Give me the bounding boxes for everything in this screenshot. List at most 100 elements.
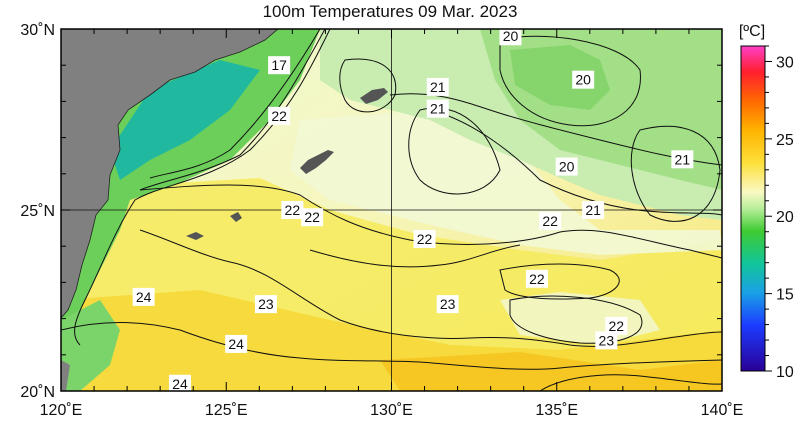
contour-label-box: [436, 295, 459, 314]
contour-label-box: [605, 316, 628, 335]
colorbar-tick-label: 15: [776, 287, 794, 304]
contour-label: 23: [436, 295, 459, 314]
okinawa-island: [300, 150, 334, 174]
contour-line-20b: [389, 93, 722, 166]
lon-tick-label: 140˚E: [701, 402, 744, 419]
contour-label-text: 23: [440, 296, 456, 312]
contour-label-text: 23: [599, 332, 615, 348]
lon-tick-label: 125˚E: [205, 402, 248, 419]
contour-label-text: 21: [585, 202, 601, 218]
ishigaki-island: [186, 232, 204, 240]
contour-loop-21-east: [630, 125, 721, 222]
contour-label-box: [301, 208, 324, 227]
colorbar-tick-label: 25: [776, 132, 794, 149]
contour-label-box: [225, 334, 248, 353]
contour-label: 22: [525, 269, 548, 288]
contour-label: 22: [301, 208, 324, 227]
contour-label-text: 21: [430, 79, 446, 95]
warmest-water-region: [380, 352, 722, 391]
colorbar-tick-label: 20: [776, 209, 794, 226]
contour-label-text: 20: [503, 28, 519, 44]
contour-label: 23: [254, 295, 277, 314]
contour-label-text: 24: [136, 289, 152, 305]
colorbar-ticks: 10 15 20 25 30: [765, 45, 794, 381]
contour-loop-20: [499, 35, 641, 127]
contour-label-box: [572, 70, 595, 89]
contour-label-text: 22: [271, 108, 287, 124]
lon-tick-label: 130˚E: [370, 402, 413, 419]
amami-island: [360, 88, 388, 104]
mainland-land: [61, 29, 279, 319]
contour-loop-22-south: [509, 295, 643, 344]
contour-label: 21: [582, 201, 605, 219]
lon-tick-label: 120˚E: [40, 402, 83, 419]
contour-loop-21-mid: [408, 107, 501, 195]
contour-label-text: 22: [304, 209, 320, 225]
colorbar-tick-label: 10: [776, 364, 794, 381]
contour-lines: [61, 29, 722, 391]
contour-label: 21: [426, 77, 449, 96]
contour-label-box: [539, 211, 562, 230]
cold-eddy-region: [510, 45, 610, 110]
contour-label: 22: [539, 211, 562, 230]
contour-line-17: [149, 29, 321, 179]
contour-label: 22: [605, 316, 628, 335]
contour-label-box: [525, 269, 548, 288]
contour-label-box: [132, 287, 155, 306]
contour-line-22: [139, 184, 722, 259]
colorbar-unit: [ºC]: [739, 23, 765, 40]
coastal-coldest-region: [110, 60, 260, 180]
contour-line-24: [61, 322, 722, 370]
contour-label-box: [671, 150, 694, 169]
contour-label: 17: [268, 56, 291, 75]
contour-label-box: [268, 106, 291, 125]
contour-label-box: [281, 201, 304, 219]
contour-label-text: 22: [529, 271, 545, 287]
grid-lines: [61, 29, 722, 391]
contour-label-text: 20: [559, 159, 575, 175]
contour-label: 21: [426, 99, 449, 118]
contour-label: 22: [413, 229, 436, 248]
contour-label-box: [413, 229, 436, 248]
contour-label-box: [426, 77, 449, 96]
contour-label-text: 22: [542, 213, 558, 229]
contour-line-22b: [309, 244, 521, 268]
contour-label-box: [168, 374, 191, 391]
lat-tick-label: 20˚N: [20, 384, 55, 401]
contour-label-text: 23: [258, 296, 274, 312]
contour-label: 24: [132, 287, 155, 306]
contour-label-text: 21: [675, 151, 691, 167]
contour-label-text: 22: [417, 231, 433, 247]
contour-label: 20: [572, 70, 595, 89]
cool-band-region: [290, 110, 722, 255]
lat-tick-label: 25˚N: [20, 203, 55, 220]
contour-label-box: [254, 295, 277, 314]
southern-land: [61, 360, 70, 391]
contour-label: 24: [168, 374, 191, 391]
colorbar: [740, 45, 766, 372]
contour-label-box: [595, 331, 618, 350]
contour-label-text: 22: [608, 318, 624, 334]
map-axes: 120˚E 125˚E 130˚E 135˚E 140˚E 20˚N 25˚N 30˚N: [20, 22, 743, 419]
lon-tick-label: 135˚E: [535, 402, 578, 419]
contour-label-box: [499, 29, 522, 46]
colorbar-tick-label: 30: [776, 54, 794, 71]
contour-label-box: [426, 99, 449, 118]
contour-label: 24: [225, 334, 248, 353]
contour-label: 22: [268, 106, 291, 125]
contour-label: 20: [555, 157, 578, 176]
contour-label-text: 20: [575, 72, 591, 88]
contour-loop-22: [499, 263, 620, 300]
contour-label-text: 17: [271, 57, 287, 73]
contour-label-text: 21: [430, 101, 446, 117]
contour-label-text: 24: [228, 336, 244, 352]
contour-line-18: [139, 29, 326, 191]
contour-label-box: [582, 201, 605, 219]
contour-label: 23: [595, 331, 618, 350]
contour-label-text: 22: [285, 202, 301, 218]
contour-loop-21-north: [339, 58, 397, 113]
lat-tick-label: 30˚N: [20, 22, 55, 39]
